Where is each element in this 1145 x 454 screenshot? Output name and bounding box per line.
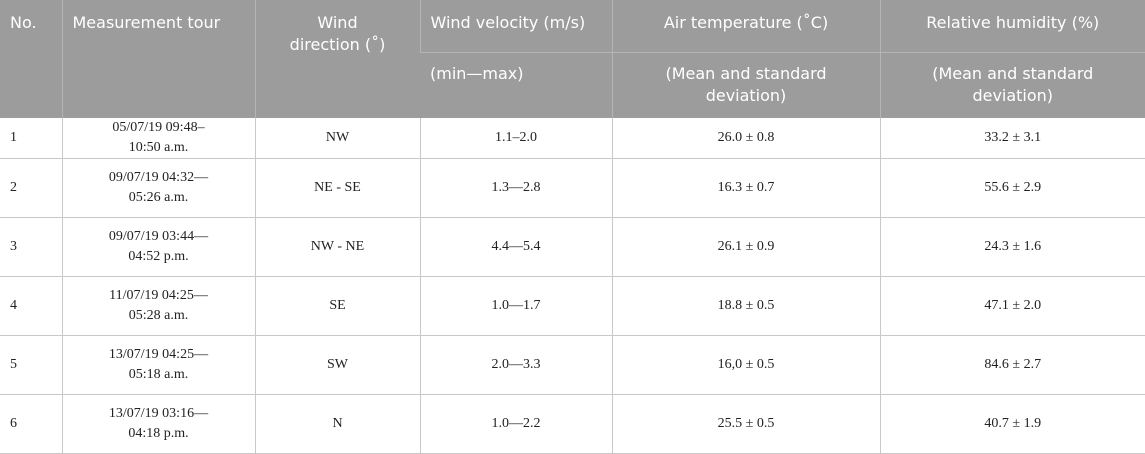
table-cell: 33.2 ± 3.1	[879, 118, 1145, 159]
table-cell: 05/07/19 09:48–10:50 a.m.	[61, 118, 255, 159]
table-cell: 2	[0, 158, 62, 218]
table-cell: 24.3 ± 1.6	[879, 217, 1145, 277]
table-body: 1 05/07/19 09:48–10:50 a.m. NW 1.1–2.0 26.0 …	[0, 118, 1145, 454]
table-cell: 4.4—5.4	[419, 217, 612, 277]
table-cell: 4	[0, 276, 62, 336]
table-cell: 84.6 ± 2.7	[879, 335, 1145, 395]
table-cell: NE - SE	[254, 158, 420, 218]
table-cell: 09/07/19 04:32—05:26 a.m.	[61, 158, 255, 218]
table-cell: 25.5 ± 0.5	[611, 394, 880, 454]
table-cell: 26.1 ± 0.9	[611, 217, 880, 277]
table-cell: SE	[254, 276, 420, 336]
table-cell: 2.0—3.3	[419, 335, 612, 395]
table-cell: 1.0—1.7	[419, 276, 612, 336]
table-row: 3 09/07/19 03:44—04:52 p.m. NW - NE 4.4—5.4…	[0, 217, 1145, 277]
header-cell: Measurement tour	[61, 0, 255, 118]
table-cell: 13/07/19 03:16—04:18 p.m.	[61, 394, 255, 454]
table-row: 1 05/07/19 09:48–10:50 a.m. NW 1.1–2.0 26.0 …	[0, 118, 1145, 159]
table-cell: N	[254, 394, 420, 454]
header-cell: (Mean and standard deviation)	[879, 51, 1145, 118]
header-row: No. Measurement tour Wind direction (˚) …	[0, 0, 1145, 118]
table-cell: 09/07/19 03:44—04:52 p.m.	[61, 217, 255, 277]
table-cell: 16,0 ± 0.5	[611, 335, 880, 395]
header-cell: Wind velocity (m/s)	[419, 0, 612, 52]
table-cell: 47.1 ± 2.0	[879, 276, 1145, 336]
table-row: 4 11/07/19 04:25—05:28 a.m. SE 1.0—1.7 18.8 …	[0, 276, 1145, 336]
header-cell: (min—max)	[420, 51, 612, 118]
table-cell: 18.8 ± 0.5	[611, 276, 880, 336]
table-cell: 16.3 ± 0.7	[611, 158, 880, 218]
header-cell: (Mean and standard deviation)	[611, 51, 880, 118]
header-cell: Air temperature (˚C)	[611, 0, 880, 52]
table-cell: 1.1–2.0	[419, 118, 612, 159]
header-row: (min—max) (Mean and standard deviation) …	[0, 51, 1145, 118]
table-cell: 26.0 ± 0.8	[611, 118, 880, 159]
header-cell: Wind direction (˚)	[254, 0, 420, 118]
table-cell: 3	[0, 217, 62, 277]
table-cell: 1.3—2.8	[419, 158, 612, 218]
header-cell: Relative humidity (%)	[879, 0, 1145, 52]
table-cell: 6	[0, 394, 62, 454]
table-row: 6 13/07/19 03:16—04:18 p.m. N 1.0—2.2 25.5 ±…	[0, 394, 1145, 454]
table-cell: 5	[0, 335, 62, 395]
header-cell: No.	[0, 0, 62, 118]
table-row: 5 13/07/19 04:25—05:18 a.m. SW 2.0—3.3 16,0 …	[0, 335, 1145, 395]
table-row: 2 09/07/19 04:32—05:26 a.m. NE - SE 1.3—2.8…	[0, 158, 1145, 218]
table-cell: 13/07/19 04:25—05:18 a.m.	[61, 335, 255, 395]
table-cell: SW	[254, 335, 420, 395]
table-cell: 11/07/19 04:25—05:28 a.m.	[61, 276, 255, 336]
table-cell: 40.7 ± 1.9	[879, 394, 1145, 454]
table-cell: 55.6 ± 2.9	[879, 158, 1145, 218]
table-cell: 1	[0, 118, 62, 159]
table-cell: NW - NE	[254, 217, 420, 277]
table-cell: 1.0—2.2	[419, 394, 612, 454]
table-cell: NW	[254, 118, 420, 159]
